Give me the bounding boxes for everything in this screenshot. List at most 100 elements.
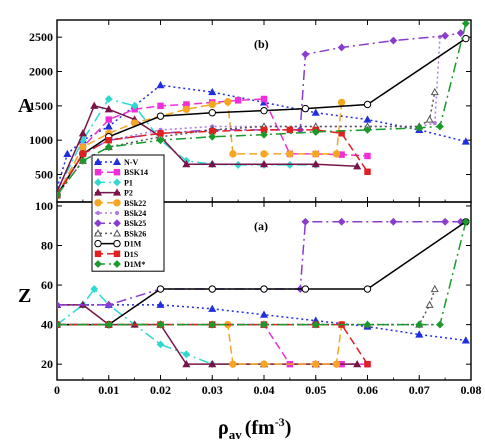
data-point-n-v (208, 87, 217, 96)
legend-marker-bsk22 (113, 199, 121, 207)
x-tick-label: 0.07 (409, 383, 430, 397)
x-tick-label: 0.08 (461, 383, 482, 397)
legend-marker-d1s (113, 250, 121, 258)
data-point-d1m (461, 20, 470, 28)
data-point-d1m (156, 285, 165, 293)
legend-marker-d1m (94, 260, 102, 268)
x-tick-label: 0.06 (357, 383, 378, 397)
data-point-p2 (90, 101, 99, 109)
data-point-p1 (104, 95, 113, 103)
legend-item-bsk24: BSk24 (95, 209, 146, 218)
data-point-bsk14 (234, 97, 242, 104)
y-tick-label-a: 2000 (29, 65, 53, 79)
y-tick-label-z: 100 (35, 199, 53, 213)
legend-marker-p2 (112, 188, 122, 196)
y-tick-label-z: 60 (41, 278, 53, 292)
data-point-d1m (415, 320, 424, 329)
series-line-d1s (57, 129, 369, 196)
legend-marker-bsk24 (95, 210, 101, 216)
data-point-n-v (104, 122, 113, 130)
data-point-p1 (130, 101, 139, 110)
data-point-p2 (78, 129, 87, 137)
series-line-d1s (57, 323, 369, 365)
data-point-p1 (156, 340, 165, 349)
data-point-n-v (461, 137, 470, 145)
legend-marker-n-v (112, 157, 122, 166)
data-point-d1m (363, 125, 372, 134)
legend-item-d1m: D1M* (94, 260, 145, 269)
series-bsk22-z (57, 320, 346, 368)
y-tick-label-a: 1000 (29, 133, 53, 147)
data-point-d1m (311, 320, 320, 329)
data-point-bsk25 (337, 43, 346, 52)
x-tick-label: 0.01 (98, 383, 119, 397)
data-point-d1m (260, 320, 268, 329)
data-point-bsk22 (312, 150, 320, 158)
legend-marker-p1 (94, 178, 102, 187)
legend-label-bsk24: BSk24 (124, 209, 146, 218)
x-tick-label: 0 (54, 383, 60, 397)
data-point-bsk22 (224, 98, 232, 106)
data-point-bsk22 (182, 105, 191, 113)
data-point-d1s (286, 126, 294, 134)
legend-marker-bsk14 (94, 168, 102, 176)
legend-item-bsk14: BSK14 (94, 168, 148, 177)
series-d1m-a (57, 20, 470, 200)
legend-box (91, 154, 165, 272)
legend-label-p1: P1 (124, 178, 133, 187)
data-point-bsk22 (286, 150, 294, 158)
data-point-n-v (363, 115, 372, 123)
series-line-p2 (57, 304, 358, 365)
legend-item-n-v: N-V (93, 157, 138, 167)
data-point-bsk22 (260, 150, 268, 158)
legend-marker-bsk26 (93, 229, 103, 237)
legend-marker-bsk25 (94, 219, 102, 228)
data-point-bsk25 (104, 300, 113, 309)
data-point-n-v (415, 330, 424, 338)
data-point-n-v (259, 310, 269, 318)
data-point-d1m (156, 320, 165, 329)
data-point-d1s (364, 360, 371, 368)
data-point-bsk26 (425, 115, 434, 123)
y-tick-label-a: 2500 (29, 30, 53, 44)
legend-item-d1m: D1M (94, 239, 142, 249)
series-line-bsk22 (57, 100, 343, 196)
y-tick-label-z: 20 (41, 357, 53, 371)
data-point-d1m (363, 285, 372, 293)
legend-marker-d1s (94, 250, 102, 258)
data-point-d1m (156, 136, 165, 145)
series-line-n-v (57, 304, 466, 342)
y-tick-label-a: 1500 (29, 99, 53, 113)
legend-label-d1m: D1M (124, 240, 142, 249)
legend-label-d1m: D1M* (124, 260, 145, 269)
data-point-p1 (182, 350, 191, 359)
data-point-p2 (311, 159, 320, 168)
data-point-d1s (105, 136, 112, 144)
legend-item-d1s: D1S (94, 250, 139, 259)
data-point-bsk25 (337, 217, 346, 226)
legend-marker-bsk26 (112, 229, 122, 237)
data-point-n-v (311, 108, 320, 116)
data-point-bsk22 (229, 360, 237, 368)
data-point-bsk26 (430, 87, 439, 96)
data-point-n-v (461, 336, 470, 344)
panel-label-z: (a) (254, 219, 268, 233)
x-tick-label: 0.05 (305, 383, 326, 397)
data-point-p2 (353, 162, 362, 170)
data-point-n-v (156, 81, 165, 89)
data-point-bsk22 (312, 360, 320, 368)
data-point-d1m (301, 285, 310, 293)
data-point-p2 (104, 105, 113, 113)
series-line-bsk14 (57, 323, 368, 365)
data-point-p2 (208, 359, 217, 368)
data-point-bsk14 (260, 95, 268, 103)
legend-label-bsk14: BSK14 (124, 168, 148, 177)
data-point-d1m (363, 100, 372, 109)
data-point-n-v (208, 304, 217, 312)
legend-marker-bsk22 (94, 199, 102, 207)
series-line-bsk26 (57, 288, 436, 326)
legend-marker-d1m (113, 239, 121, 248)
data-point-bsk22 (208, 100, 216, 109)
data-point-p2 (259, 159, 269, 168)
